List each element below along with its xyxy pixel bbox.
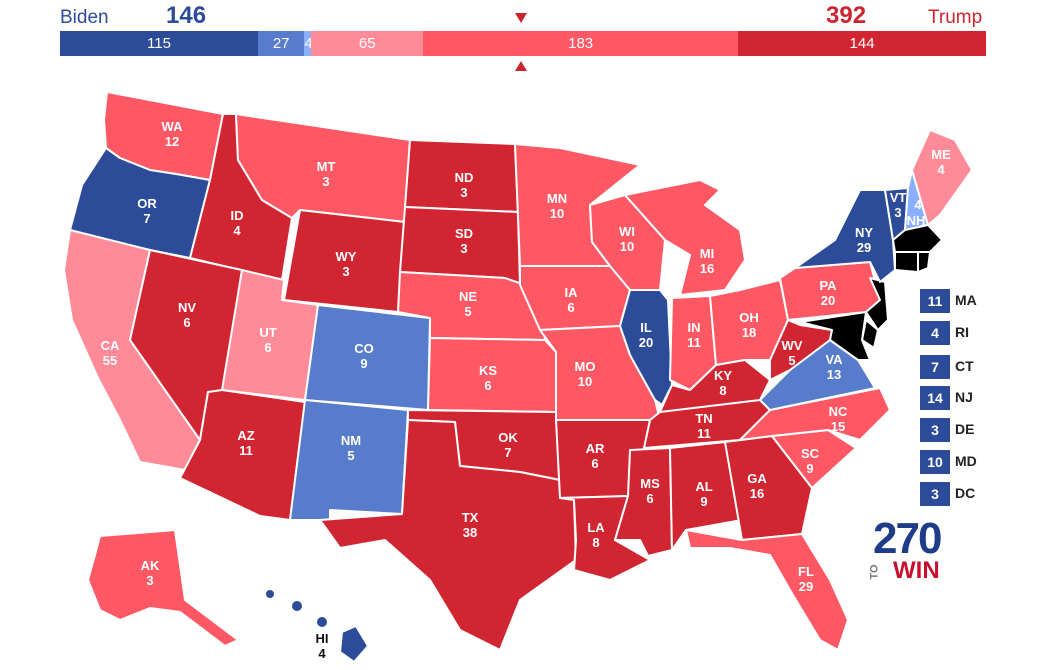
label-wv: WV 5 [782,338,803,368]
small-state-ev-box[interactable]: 3 [920,482,950,506]
bar-segment-lean-r[interactable]: 65 [311,31,424,56]
logo-number: 270 [873,514,942,563]
label-la: LA 8 [587,520,605,550]
label-nh: 4 NH [907,197,926,228]
biden-name: Biden [60,7,109,28]
label-ia: IA 6 [565,285,579,315]
label-ny: NY 29 [855,225,873,255]
state-ak[interactable] [87,529,239,647]
label-or: OR 7 [137,196,157,226]
trump-total: 392 [826,2,867,29]
logo-win: WIN [893,557,940,584]
biden-total: 146 [166,2,207,29]
threshold-marker-top [515,13,527,23]
label-ak: AK 3 [141,558,160,588]
state-mi[interactable] [624,179,746,296]
label-va: VA 13 [825,352,843,382]
label-fl: FL 29 [798,564,814,594]
state-ri[interactable] [917,251,931,273]
electoral-vote-bar: 115 27 4 65 183 144 [60,31,986,56]
label-mn: MN 10 [547,191,567,221]
label-nd: ND 3 [455,170,474,200]
label-ok: OK 7 [498,430,518,460]
state-hi[interactable] [339,625,369,663]
label-wy: WY 3 [336,249,357,279]
label-ut: UT 6 [259,325,276,355]
state-al[interactable] [669,441,743,551]
small-state-ev-box[interactable]: 14 [920,386,950,410]
label-mo: MO 10 [575,359,596,389]
label-sc: SC 9 [801,446,820,476]
small-state-ev-box[interactable]: 10 [920,450,950,474]
electoral-header: Biden 146 392 Trump 115 27 4 65 183 144 [0,0,1050,80]
label-nm: NM 5 [341,433,361,463]
label-nv: NV 6 [178,300,196,330]
state-hi-island-kauai[interactable] [264,588,276,600]
bar-segment-lean-d[interactable]: 4 [304,31,312,56]
label-pa: PA 20 [819,278,837,308]
label-id: ID 4 [231,208,244,238]
label-sd: SD 3 [455,226,473,256]
label-ga: GA 16 [747,471,767,501]
label-ca: CA 55 [101,338,120,368]
small-state-ev-box[interactable]: 11 [920,289,950,313]
label-mt: MT 3 [317,159,336,189]
small-state-abbr: DE [955,421,975,437]
label-mi: MI 16 [700,246,714,276]
label-tx: TX 38 [462,510,479,540]
small-state-abbr: NJ [955,389,973,405]
bar-segment-likely-r[interactable]: 183 [423,31,739,56]
small-state-ev-box[interactable]: 3 [920,418,950,442]
270towin-logo[interactable]: 270 TO WIN [869,514,953,584]
logo-to: TO [868,564,881,580]
label-hi: HI 4 [316,631,329,661]
state-hi-island-maui[interactable] [315,615,329,629]
label-ks: KS 6 [479,363,497,393]
bar-segment-safe-d[interactable]: 115 [60,31,258,56]
small-state-de[interactable]: 3 DE [920,418,1010,442]
small-state-ev-box[interactable]: 4 [920,321,950,345]
small-state-ma[interactable]: 11 MA [920,289,1010,313]
state-fl[interactable] [685,529,849,651]
small-state-abbr: MA [955,292,977,308]
state-tx[interactable] [319,419,577,651]
label-co: CO 9 [354,341,374,371]
trump-name: Trump [928,7,983,28]
label-az: AZ 11 [237,428,254,458]
label-tn: TN 11 [695,411,712,441]
label-vt: VT 3 [890,190,907,220]
small-state-dc[interactable]: 3 DC [920,482,1010,506]
label-ar: AR 6 [586,441,605,471]
label-al: AL 9 [695,479,712,509]
small-state-nj[interactable]: 14 NJ [920,386,1010,410]
state-ct[interactable] [894,251,919,273]
label-in: IN 11 [687,320,701,350]
label-ky: KY 8 [714,368,732,398]
bar-segment-safe-r[interactable]: 144 [738,31,986,56]
small-state-abbr: RI [955,324,969,340]
state-md[interactable] [799,311,871,361]
state-il[interactable] [619,289,673,406]
bar-segment-likely-d[interactable]: 27 [257,31,305,56]
us-electoral-map: WA 12 OR 7 CA 55 ID 4 NV 6 MT 3 WY 3 UT 6 AZ 11 C… [63,91,973,663]
label-wa: WA 12 [162,119,184,149]
small-state-abbr: CT [955,358,974,374]
threshold-marker-bottom [515,61,527,71]
label-il: IL 20 [639,320,653,350]
small-state-ev-box[interactable]: 7 [920,355,950,379]
label-ms: MS 6 [640,476,660,506]
label-wi: WI 10 [619,224,635,254]
label-me: ME 4 [931,147,951,177]
small-state-abbr: DC [955,485,976,501]
label-nc: NC 15 [829,404,848,434]
state-hi-island-oahu[interactable] [290,599,304,613]
label-ne: NE 5 [459,289,477,319]
small-state-abbr: MD [955,453,977,469]
small-state-md[interactable]: 10 MD [920,450,1010,474]
label-oh: OH 18 [739,310,759,340]
small-state-ct[interactable]: 7 CT [920,355,1010,379]
small-state-ri[interactable]: 4 RI [920,321,1010,345]
